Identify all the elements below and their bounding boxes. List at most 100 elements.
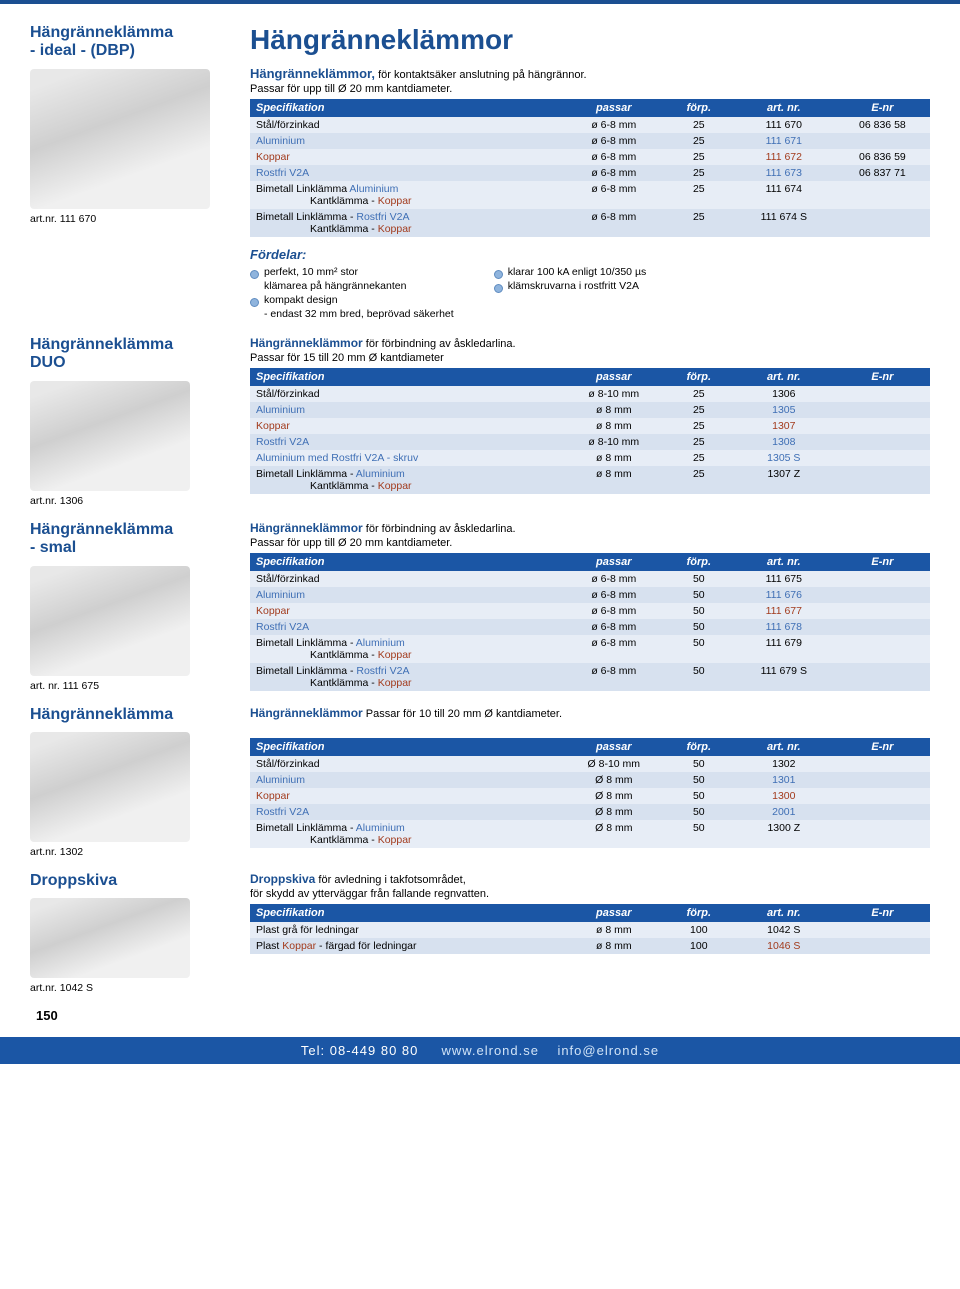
table-row: Plast Koppar - färgad för ledningarø 8 m…: [250, 938, 930, 954]
cell-spec: Aluminium: [250, 402, 563, 418]
cell: 25: [665, 386, 733, 402]
cell: 50: [665, 788, 733, 804]
cell: 06 836 58: [835, 117, 930, 133]
cell: 1042 S: [733, 922, 835, 938]
cell: Ø 8 mm: [563, 788, 665, 804]
cell: ø 8 mm: [563, 466, 665, 494]
th-passar: passar: [563, 738, 665, 756]
bullet-item: kompakt design: [250, 294, 454, 306]
th-spec: Specifikation: [250, 904, 563, 922]
th-spec: Specifikation: [250, 99, 563, 117]
cell: [835, 756, 930, 772]
cell: 100: [665, 938, 733, 954]
cell: 1307: [733, 418, 835, 434]
lead-text: Hängränneklämmor, för kontaktsäker anslu…: [250, 66, 930, 81]
footer-web-link[interactable]: www.elrond.se: [441, 1043, 539, 1058]
table-row: Bimetall Linklämma - Rostfri V2AKantkläm…: [250, 663, 930, 691]
bullets-left: perfekt, 10 mm² storklämarea på hängränn…: [250, 266, 454, 322]
cell: [835, 571, 930, 587]
table-row: Kopparø 6-8 mm25111 67206 836 59: [250, 149, 930, 165]
cell: 111 677: [733, 603, 835, 619]
footer-bar: Tel: 08-449 80 80 www.elrond.se info@elr…: [0, 1037, 960, 1064]
th-enr: E-nr: [835, 99, 930, 117]
cell: 25: [665, 450, 733, 466]
bullet-item: perfekt, 10 mm² stor: [250, 266, 454, 278]
table-row: Bimetall Linklämma - Rostfri V2AKantkläm…: [250, 209, 930, 237]
cell-spec: Rostfri V2A: [250, 619, 563, 635]
cell: 111 670: [733, 117, 835, 133]
cell: [835, 619, 930, 635]
cell: 25: [665, 418, 733, 434]
cell: Ø 8-10 mm: [563, 756, 665, 772]
table-row: Aluminiumø 8 mm251305: [250, 402, 930, 418]
lead-text: Droppskiva för avledning i takfotsområde…: [250, 872, 930, 886]
lead-strong: Hängränneklämmor: [250, 521, 363, 535]
cell: 25: [665, 149, 733, 165]
cell: [835, 663, 930, 691]
th-artnr: art. nr.: [733, 368, 835, 386]
th-artnr: art. nr.: [733, 99, 835, 117]
cell: 111 679: [733, 635, 835, 663]
cell-spec: Rostfri V2A: [250, 434, 563, 450]
th-passar: passar: [563, 904, 665, 922]
cell: ø 8 mm: [563, 938, 665, 954]
cell: 111 679 S: [733, 663, 835, 691]
cell: 1300 Z: [733, 820, 835, 848]
lead-text2: för skydd av ytterväggar från fallande r…: [250, 888, 930, 900]
cell: 25: [665, 133, 733, 149]
cell: 50: [665, 603, 733, 619]
cell-spec: Bimetall Linklämma - AluminiumKantklämma…: [250, 820, 563, 848]
table-row: Rostfri V2Aø 6-8 mm50111 678: [250, 619, 930, 635]
artnr-label: art.nr. 1042 S: [30, 982, 230, 994]
artnr-label: art.nr. 1302: [30, 846, 230, 858]
cell-spec: Bimetall Linklämma - Rostfri V2AKantkläm…: [250, 209, 563, 237]
cell: ø 6-8 mm: [563, 635, 665, 663]
artnr-label: art.nr. 111 670: [30, 213, 230, 225]
lead-text: Hängränneklämmor för förbindning av åskl…: [250, 521, 930, 535]
th-artnr: art. nr.: [733, 553, 835, 571]
lead-rest: för kontaktsäker anslutning på hängränno…: [378, 69, 587, 81]
cell: 25: [665, 209, 733, 237]
cell: [835, 434, 930, 450]
title-line1: Hängränneklämma: [30, 24, 173, 41]
cell: ø 8 mm: [563, 922, 665, 938]
cell: ø 6-8 mm: [563, 619, 665, 635]
table-row: Bimetall Linklämma AluminiumKantklämma -…: [250, 181, 930, 209]
lead-text: Hängränneklämmor för förbindning av åskl…: [250, 336, 930, 350]
spec-table: Specifikation passar förp. art. nr. E-nr…: [250, 904, 930, 954]
cell: [835, 450, 930, 466]
cell-spec: Aluminium: [250, 133, 563, 149]
spec-tbody: Stål/förzinkadø 6-8 mm50111 675Aluminium…: [250, 571, 930, 691]
footer-mail-link[interactable]: info@elrond.se: [557, 1043, 659, 1058]
bullets-right: klarar 100 kA enligt 10/350 µsklämskruva…: [494, 266, 647, 322]
cell: [835, 603, 930, 619]
cell: 1307 Z: [733, 466, 835, 494]
th-forp: förp.: [665, 553, 733, 571]
cell: ø 6-8 mm: [563, 587, 665, 603]
page-number: 150: [36, 1008, 930, 1023]
cell-spec: Aluminium med Rostfri V2A - skruv: [250, 450, 563, 466]
th-forp: förp.: [665, 368, 733, 386]
table-row: Stål/förzinkadø 8-10 mm251306: [250, 386, 930, 402]
cell: [835, 635, 930, 663]
cell: [835, 587, 930, 603]
cell-spec: Koppar: [250, 149, 563, 165]
table-row: Bimetall Linklämma - AluminiumKantklämma…: [250, 635, 930, 663]
spec-tbody: Stål/förzinkadø 6-8 mm25111 67006 836 58…: [250, 117, 930, 237]
th-artnr: art. nr.: [733, 738, 835, 756]
cell: 25: [665, 181, 733, 209]
artnr-label: art.nr. 1306: [30, 495, 230, 507]
th-enr: E-nr: [835, 553, 930, 571]
th-artnr: art. nr.: [733, 904, 835, 922]
cell: ø 6-8 mm: [563, 571, 665, 587]
product-image: [30, 69, 210, 209]
cell-spec: Bimetall Linklämma - Rostfri V2AKantkläm…: [250, 663, 563, 691]
fordelar-heading: Fördelar:: [250, 247, 930, 262]
cell: 25: [665, 402, 733, 418]
cell: ø 6-8 mm: [563, 133, 665, 149]
bullet-item: klämskruvarna i rostfritt V2A: [494, 280, 647, 292]
title-line1: Hängränneklämma: [30, 521, 173, 538]
cell-spec: Bimetall Linklämma - AluminiumKantklämma…: [250, 466, 563, 494]
cell: 111 674 S: [733, 209, 835, 237]
lead-strong: Hängränneklämmor: [250, 706, 363, 720]
